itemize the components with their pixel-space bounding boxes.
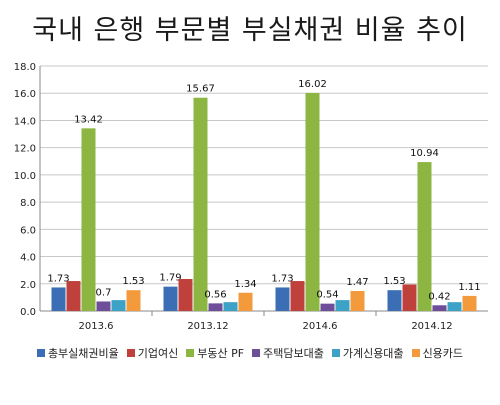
legend-label: 부동산 PF [197, 347, 245, 360]
legend-swatch [186, 349, 195, 357]
data-label: 13.42 [74, 114, 103, 125]
y-tick-label: 6.0 [20, 225, 36, 236]
bar [335, 300, 350, 311]
data-label: 1.73 [47, 273, 69, 284]
legend-swatch [252, 349, 261, 357]
bar [163, 286, 178, 311]
legend-swatch [411, 349, 420, 357]
bar-chart: 0.0 2.0 4.0 6.0 8.0 10.0 12.0 14.0 16.0 18.0 1.73 1… [14, 62, 488, 332]
y-tick-label: 10.0 [14, 171, 36, 182]
bar [447, 302, 462, 311]
legend-item-total: 총부실채권비율 [36, 345, 119, 361]
legend: 총부실채권비율 기업여신 부동산 PF 주택담보대출 가계신용대출 신용카드 [0, 345, 500, 361]
data-label: 0.56 [204, 289, 226, 300]
legend-label: 신용카드 [422, 347, 464, 360]
x-tick-label: 2013.6 [79, 321, 114, 332]
x-tick-label: 2014.6 [303, 321, 338, 332]
bar [126, 290, 141, 311]
bar [193, 97, 208, 311]
legend-label: 주택담보대출 [263, 347, 324, 360]
legend-item-mortgage: 주택담보대출 [252, 345, 324, 361]
bar [290, 281, 305, 311]
data-label: 0.7 [96, 287, 112, 298]
y-tick-label: 4.0 [20, 253, 36, 264]
bar [238, 292, 253, 311]
bar [320, 303, 335, 311]
legend-swatch [36, 349, 45, 357]
data-label: 0.54 [316, 290, 338, 301]
data-label: 10.94 [410, 148, 439, 159]
data-label: 1.79 [159, 273, 181, 284]
legend-swatch [126, 349, 135, 357]
legend-label: 총부실채권비율 [47, 347, 119, 360]
bar [81, 128, 96, 311]
bar [305, 92, 320, 311]
data-label: 1.47 [346, 277, 368, 288]
data-label: 0.42 [428, 291, 450, 302]
y-tick-label: 14.0 [14, 116, 36, 127]
chart-title: 국내 은행 부문별 부실채권 비율 추이 [32, 15, 468, 46]
legend-item-household: 가계신용대출 [331, 345, 404, 361]
bar [208, 303, 223, 311]
bar [432, 305, 447, 311]
data-label: 16.02 [298, 79, 327, 90]
bar [417, 162, 432, 311]
y-tick-label: 2.0 [20, 280, 36, 291]
data-label: 15.67 [186, 84, 215, 95]
legend-item-card: 신용카드 [411, 345, 464, 361]
y-tick-label: 0.0 [20, 307, 36, 318]
bar [51, 287, 66, 311]
data-label: 1.53 [122, 276, 144, 287]
legend-label: 기업여신 [137, 347, 179, 360]
legend-swatch [331, 349, 340, 357]
bar [223, 302, 238, 311]
bar [66, 281, 81, 311]
data-label: 1.11 [458, 282, 480, 293]
y-tick-label: 12.0 [14, 144, 36, 155]
y-tick-label: 18.0 [14, 62, 36, 73]
bar [402, 284, 417, 311]
bar [111, 300, 126, 311]
bar [275, 287, 290, 311]
legend-label: 가계신용대출 [342, 347, 404, 360]
x-tick-label: 2014.12 [411, 321, 452, 332]
y-tick-label: 16.0 [14, 89, 36, 100]
legend-item-pf: 부동산 PF [186, 345, 244, 361]
legend-item-corporate: 기업여신 [126, 345, 179, 361]
data-label: 1.34 [234, 279, 256, 290]
x-tick-label: 2013.12 [187, 321, 228, 332]
bar [178, 279, 193, 311]
bar [96, 301, 111, 311]
y-tick-label: 8.0 [20, 198, 36, 209]
data-label: 1.53 [383, 276, 405, 287]
bar [387, 290, 402, 311]
bar [462, 295, 477, 311]
bar [350, 290, 365, 311]
data-label: 1.73 [271, 273, 293, 284]
